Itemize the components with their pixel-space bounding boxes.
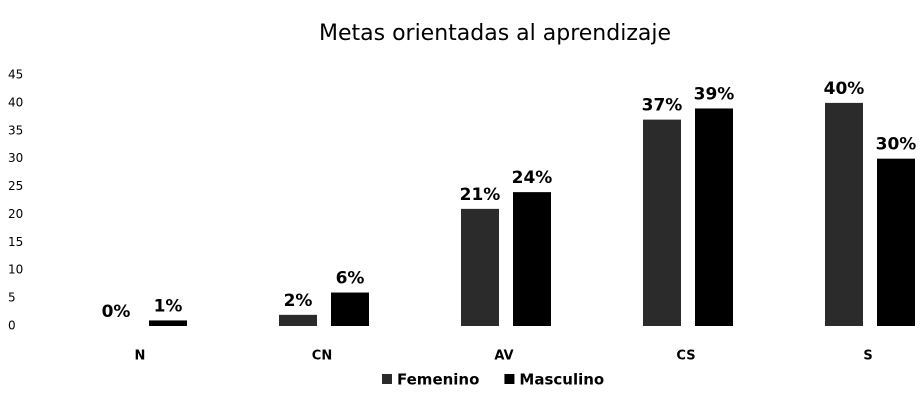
y-tick-label: 40 (8, 95, 23, 109)
y-tick-label: 5 (8, 291, 16, 305)
bar (513, 192, 551, 326)
bar (149, 320, 187, 326)
value-label: 2% (284, 291, 313, 311)
y-tick-label: 30 (8, 151, 23, 165)
value-label: 30% (876, 135, 917, 155)
y-tick-label: 0 (8, 319, 16, 333)
y-tick-label: 35 (8, 123, 23, 137)
chart-title: Metas orientadas al aprendizaje (319, 21, 671, 46)
value-label: 37% (642, 96, 683, 116)
value-label: 6% (336, 269, 365, 289)
x-tick-label: N (135, 349, 146, 364)
y-tick-label: 25 (8, 179, 23, 193)
y-tick-label: 15 (8, 235, 23, 249)
legend-label: Masculino (519, 371, 604, 389)
bar (877, 158, 915, 326)
bar (825, 102, 863, 326)
value-label: 39% (694, 84, 735, 104)
x-tick-label: S (863, 349, 872, 364)
bar (279, 314, 317, 326)
bar (331, 292, 369, 326)
value-label: 40% (824, 79, 865, 99)
value-label: 1% (154, 296, 183, 316)
bar (643, 119, 681, 326)
value-label: 21% (460, 185, 501, 205)
legend-swatch (382, 374, 392, 384)
y-tick-label: 20 (8, 207, 23, 221)
y-tick-label: 45 (8, 68, 23, 82)
legend-swatch (504, 374, 515, 384)
bar (461, 208, 499, 326)
legend-label: Femenino (397, 371, 479, 389)
x-tick-label: CS (676, 349, 695, 364)
y-tick-label: 10 (8, 263, 23, 277)
x-tick-label: AV (494, 349, 513, 364)
x-tick-label: CN (312, 349, 332, 364)
bar (695, 108, 733, 326)
value-label: 24% (512, 168, 553, 188)
value-label: 0% (102, 302, 131, 322)
